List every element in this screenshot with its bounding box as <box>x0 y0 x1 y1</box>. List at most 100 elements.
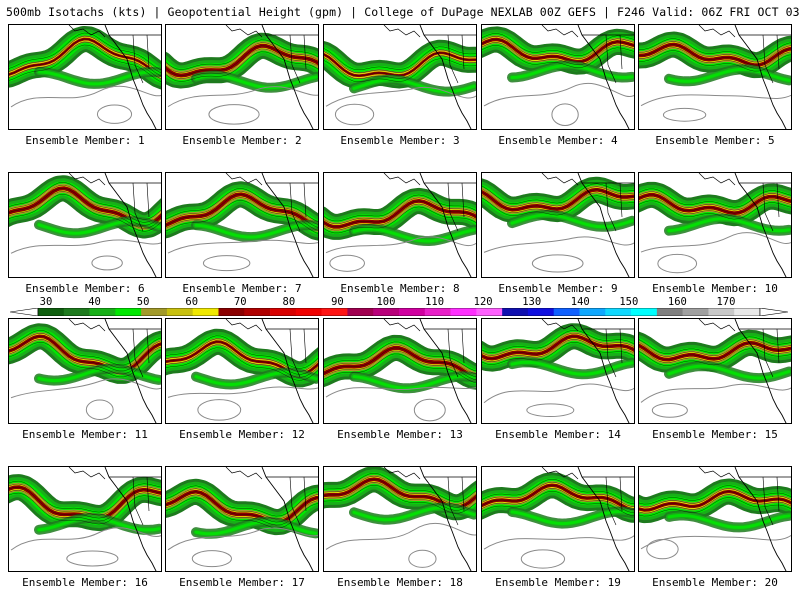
geopotential-closed-contour <box>208 104 260 125</box>
height-contour-line <box>482 189 634 210</box>
coastline <box>104 319 157 423</box>
isotach-map-svg <box>482 467 634 571</box>
colorbar-tick-label: 160 <box>667 296 687 308</box>
isotach-map-svg <box>166 319 318 423</box>
isotach-map-svg <box>9 319 161 423</box>
alaska-coastline <box>383 25 421 38</box>
ensemble-member-label: Ensemble Member: 17 <box>179 576 305 589</box>
geopotential-contour <box>483 236 634 253</box>
height-contour-line <box>324 49 476 74</box>
height-contour-line <box>482 45 634 68</box>
height-contour-line <box>166 197 318 231</box>
colorbar-tick-labels: 30 40 50 60 70 80 90 100 110 120 130 140 150 160 170 <box>10 296 788 308</box>
height-contour-line <box>639 38 791 60</box>
height-contour-line <box>324 46 476 71</box>
height-contour-line <box>166 39 318 70</box>
height-contour-line <box>482 33 634 56</box>
height-contour-line <box>166 491 318 523</box>
ensemble-map <box>638 24 792 130</box>
height-contour-line <box>9 339 161 375</box>
isotach-branch <box>194 520 318 536</box>
coastline <box>734 319 787 423</box>
isotach-map-svg <box>9 467 161 571</box>
colorbar-segment <box>579 308 606 316</box>
height-contour-line <box>9 187 161 226</box>
isotach-map-svg <box>482 173 634 277</box>
height-contour-line <box>482 330 634 353</box>
alaska-coastline <box>541 173 579 186</box>
height-contour-line <box>324 472 476 502</box>
height-contour-line <box>9 41 161 79</box>
geopotential-contour <box>167 239 318 254</box>
colorbar-segment <box>682 308 709 316</box>
colorbar-tick-label: 50 <box>136 296 150 308</box>
height-contour-line <box>482 195 634 216</box>
isotach-branch <box>510 63 634 80</box>
state-border <box>762 182 780 232</box>
colorbar-segment <box>115 308 142 316</box>
geopotential-closed-contour <box>657 253 698 274</box>
colorbar-segment <box>476 308 503 316</box>
height-contour-line <box>324 58 476 83</box>
ensemble-member-label: Ensemble Member: 11 <box>22 428 148 441</box>
geopotential-closed-contour <box>66 550 119 567</box>
geopotential-contour <box>640 232 791 253</box>
isotach-branch <box>510 213 634 229</box>
height-contour-line <box>9 489 161 522</box>
height-contour-line <box>639 339 791 357</box>
height-contour-line <box>9 184 161 223</box>
height-contour-line <box>482 42 634 65</box>
colorbar-segment <box>38 308 65 316</box>
isotach-colorbar: 30 40 50 60 70 80 90 100 110 120 130 140 150 160 170 <box>10 296 788 320</box>
isotach-map-svg <box>324 467 476 571</box>
height-contour-line <box>9 486 161 519</box>
height-contour-line <box>166 51 318 82</box>
geopotential-contour <box>10 527 161 551</box>
height-contour-line <box>639 197 791 217</box>
coastline <box>261 319 314 423</box>
ensemble-map <box>481 318 635 424</box>
height-contour-line <box>9 32 161 70</box>
colorbar-segment <box>502 308 529 316</box>
height-contour-line <box>166 338 318 372</box>
alaska-coastline <box>383 173 421 186</box>
height-contour-line <box>166 191 318 225</box>
colorbar-segment <box>89 308 116 316</box>
isotach-map-svg <box>324 173 476 277</box>
ensemble-member-label: Ensemble Member: 18 <box>337 576 463 589</box>
height-contour-line <box>9 330 161 366</box>
isotach-map-svg <box>639 25 791 129</box>
isotach-map-svg <box>166 173 318 277</box>
ensemble-map <box>481 466 635 572</box>
height-contour-line <box>9 336 161 372</box>
geopotential-closed-contour <box>526 403 575 418</box>
ensemble-member-label: Ensemble Member: 1 <box>25 134 145 147</box>
colorbar-tick-label: 80 <box>282 296 296 308</box>
coastline <box>261 25 314 129</box>
ensemble-map <box>165 172 319 278</box>
height-contour-line <box>639 336 791 354</box>
coastline <box>577 25 630 129</box>
geopotential-closed-contour <box>531 254 584 273</box>
ensemble-member-label: Ensemble Member: 2 <box>182 134 302 147</box>
height-contour-line <box>639 348 791 366</box>
isotach-map-svg <box>639 173 791 277</box>
colorbar-segment <box>399 308 426 316</box>
state-border <box>605 182 623 232</box>
height-contour-line <box>639 494 791 514</box>
geopotential-closed-contour <box>646 538 679 560</box>
alaska-coastline <box>541 319 579 332</box>
isotach-branch <box>667 514 791 529</box>
alaska-coastline <box>698 25 736 38</box>
height-contour-line <box>482 478 634 504</box>
ensemble-map <box>323 172 477 278</box>
colorbar-segment <box>347 308 374 316</box>
height-contour-line <box>166 200 318 234</box>
height-contour-line <box>639 47 791 69</box>
height-contour-line <box>324 194 476 222</box>
alaska-coastline <box>541 467 579 480</box>
alaska-coastline <box>68 25 106 38</box>
state-border <box>605 476 623 526</box>
colorbar-tick-label: 70 <box>233 296 247 308</box>
ensemble-member-label: Ensemble Member: 12 <box>179 428 305 441</box>
